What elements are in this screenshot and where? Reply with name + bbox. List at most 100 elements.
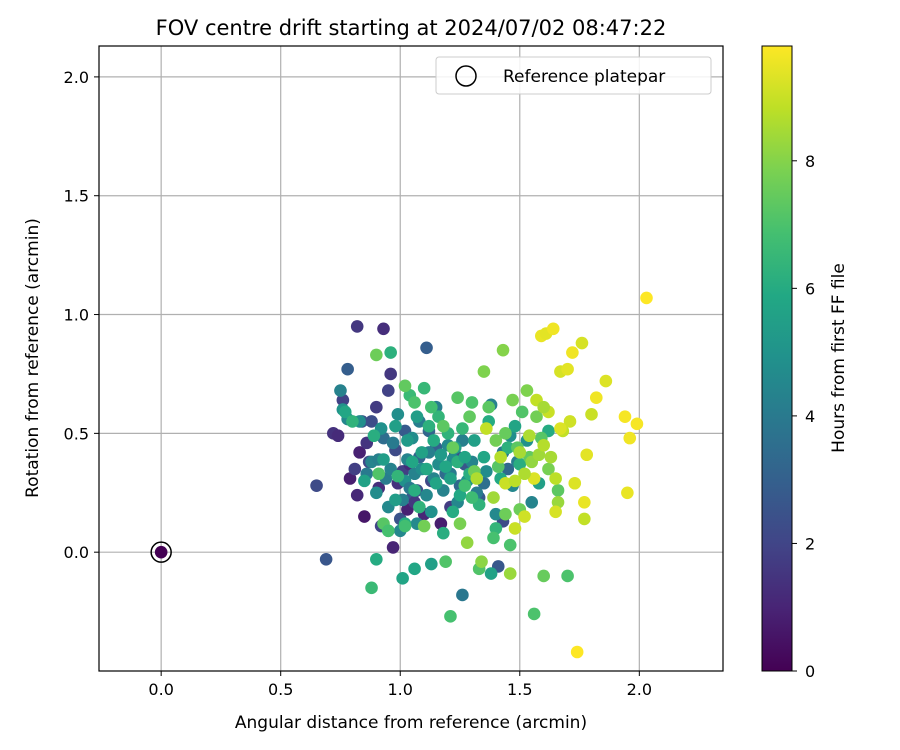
- data-point: [420, 488, 433, 502]
- data-point: [480, 465, 493, 478]
- data-point: [370, 553, 383, 566]
- data-point: [456, 422, 469, 435]
- data-point: [523, 429, 536, 443]
- data-point: [489, 434, 503, 447]
- data-point: [494, 450, 507, 464]
- data-point: [413, 500, 426, 514]
- data-point: [408, 562, 421, 576]
- data-point: [546, 322, 560, 336]
- data-point: [575, 336, 589, 350]
- data-point: [338, 405, 352, 419]
- data-point: [453, 488, 467, 502]
- data-point: [341, 362, 354, 376]
- y-tick-label: 0.0: [64, 543, 89, 562]
- data-point: [353, 446, 366, 459]
- y-tick-label: 1.5: [64, 187, 89, 206]
- data-point: [489, 522, 503, 535]
- data-point: [415, 446, 429, 459]
- y-axis-label: Rotation from reference (arcmin): [23, 218, 43, 498]
- data-points: [310, 291, 653, 659]
- data-point: [532, 448, 546, 462]
- data-point: [499, 507, 512, 521]
- data-point: [477, 365, 491, 378]
- data-point: [331, 429, 345, 443]
- data-point: [566, 346, 579, 359]
- data-point: [381, 524, 395, 538]
- data-point: [551, 495, 565, 509]
- y-tick-label: 2.0: [64, 68, 89, 87]
- data-point: [358, 510, 371, 523]
- legend-label: Reference platepar: [503, 67, 665, 87]
- data-point: [310, 479, 323, 492]
- data-point: [405, 455, 419, 469]
- data-point: [475, 555, 488, 568]
- data-point: [458, 479, 472, 492]
- data-point: [621, 486, 634, 500]
- data-point: [434, 448, 448, 462]
- data-point: [501, 462, 515, 476]
- data-point: [432, 410, 445, 424]
- data-point: [599, 374, 613, 388]
- data-point: [391, 408, 405, 421]
- data-point: [350, 320, 364, 333]
- reference-marker: [150, 541, 172, 563]
- data-point: [499, 427, 512, 440]
- data-point: [537, 438, 550, 452]
- data-point: [570, 645, 584, 659]
- data-point: [515, 405, 529, 419]
- data-point: [381, 384, 395, 397]
- data-point: [370, 348, 383, 362]
- legend: Reference platepar: [435, 56, 712, 95]
- data-point: [563, 415, 577, 428]
- data-point: [446, 441, 460, 454]
- data-point: [436, 419, 450, 433]
- data-point: [513, 446, 527, 459]
- data-point: [487, 491, 500, 504]
- data-point: [427, 434, 441, 447]
- data-point: [422, 419, 436, 433]
- reference-ring: [150, 541, 172, 563]
- data-point: [537, 400, 550, 414]
- data-point: [444, 610, 457, 623]
- data-point: [365, 415, 378, 428]
- data-point: [370, 486, 383, 500]
- data-point: [508, 474, 522, 488]
- data-point: [389, 493, 402, 507]
- data-point: [544, 450, 558, 464]
- data-point: [508, 522, 522, 535]
- data-point: [484, 567, 498, 580]
- plot-frame: [98, 45, 724, 672]
- data-point: [365, 581, 378, 595]
- data-point: [527, 472, 541, 485]
- colorbar-tick-label: 6: [805, 279, 815, 298]
- x-axis-label: Angular distance from reference (arcmin): [235, 713, 587, 733]
- data-point: [434, 517, 448, 530]
- data-point: [358, 474, 371, 488]
- colorbar-tick-label: 2: [805, 534, 815, 553]
- data-point: [372, 467, 386, 481]
- data-point: [561, 362, 574, 376]
- data-point: [499, 476, 512, 490]
- data-point: [580, 448, 594, 462]
- data-point: [542, 462, 555, 476]
- data-point: [417, 519, 431, 533]
- data-point: [425, 400, 438, 414]
- data-point: [640, 291, 653, 305]
- data-point: [480, 422, 493, 435]
- chart-title: FOV centre drift starting at 2024/07/02 …: [156, 16, 667, 40]
- data-point: [561, 569, 574, 583]
- data-point: [420, 462, 433, 476]
- data-point: [503, 538, 517, 552]
- data-point: [346, 415, 359, 428]
- data-point: [458, 450, 472, 464]
- data-point: [319, 553, 333, 566]
- data-point: [501, 441, 515, 454]
- data-point: [518, 467, 531, 481]
- data-point: [618, 410, 632, 424]
- data-point: [401, 434, 414, 447]
- data-point: [389, 419, 402, 433]
- y-tick-label: 1.0: [64, 306, 89, 325]
- data-point: [537, 569, 550, 583]
- data-point: [398, 379, 412, 393]
- data-point: [518, 510, 531, 523]
